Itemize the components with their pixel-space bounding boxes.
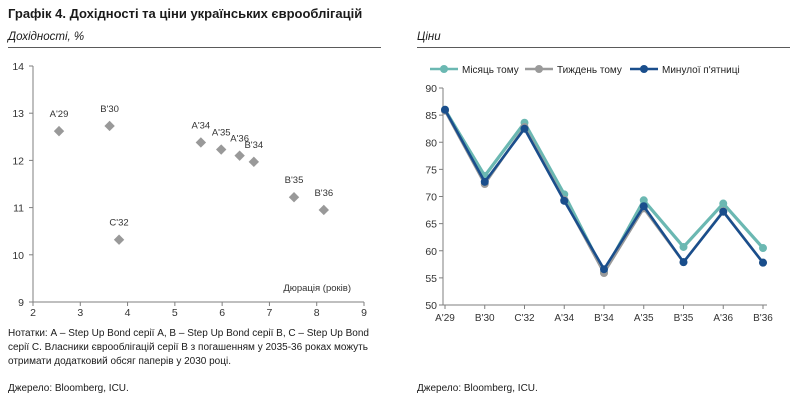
chart-note: Нотатки: А – Step Up Bond серії А, В – S… bbox=[8, 328, 369, 367]
scatter-point bbox=[234, 150, 245, 161]
legend-label: Тиждень тому bbox=[557, 65, 622, 76]
x-tick-label: A'35 bbox=[634, 313, 654, 324]
point-label: A'29 bbox=[50, 109, 69, 120]
scatter-point bbox=[113, 234, 125, 245]
x-tick-label: 2 bbox=[30, 307, 36, 319]
series-point bbox=[441, 105, 449, 114]
scatter-point bbox=[215, 144, 227, 155]
series-point bbox=[480, 177, 489, 186]
scatter-point bbox=[53, 125, 65, 137]
legend-label: Минулої п'ятниці bbox=[662, 65, 740, 76]
series-point bbox=[679, 242, 688, 251]
x-tick-label: B'30 bbox=[475, 313, 495, 324]
legend-marker bbox=[535, 65, 543, 73]
chart-title: Графік 4. Дохідності та ціни українських… bbox=[8, 6, 363, 21]
x-tick-label: A'34 bbox=[554, 313, 574, 324]
point-label: A'36 bbox=[230, 134, 249, 145]
scatter-point bbox=[195, 137, 207, 148]
series-point bbox=[719, 199, 728, 208]
series-point bbox=[520, 124, 529, 133]
scatter-point bbox=[104, 120, 115, 132]
yield-chart-subtitle: Дохідності, % bbox=[8, 31, 85, 43]
series-line bbox=[443, 109, 765, 271]
y-tick-label: 85 bbox=[425, 110, 437, 122]
point-label: C'32 bbox=[109, 218, 128, 229]
y-tick-label: 50 bbox=[425, 300, 437, 312]
x-tick-label: C'32 bbox=[514, 313, 535, 324]
point-label: B'36 bbox=[314, 188, 333, 199]
scatter-point bbox=[248, 156, 260, 168]
point-label: A'35 bbox=[212, 128, 231, 139]
point-label: B'30 bbox=[100, 104, 119, 115]
x-tick-label: 5 bbox=[172, 307, 178, 319]
point-label: A'34 bbox=[192, 120, 211, 131]
x-tick-label: B'34 bbox=[594, 313, 614, 324]
y-tick-label: 11 bbox=[13, 203, 24, 215]
y-tick-label: 13 bbox=[12, 108, 24, 120]
price-chart-subtitle: Ціни bbox=[417, 31, 441, 43]
y-tick-label: 90 bbox=[425, 83, 437, 95]
point-label: B'35 bbox=[285, 175, 304, 186]
legend-marker bbox=[640, 65, 648, 73]
scatter-point bbox=[288, 192, 300, 203]
y-tick-label: 10 bbox=[12, 250, 24, 262]
scatter-point bbox=[318, 204, 330, 216]
legend-marker bbox=[440, 65, 448, 73]
yield-chart-source: Джерело: Bloomberg, ICU. bbox=[8, 383, 129, 394]
series-point bbox=[560, 196, 569, 205]
yield-chart-header-rule bbox=[8, 47, 381, 48]
legend-label: Місяць тому bbox=[462, 65, 519, 76]
x-tick-label: 9 bbox=[361, 307, 367, 319]
y-tick-label: 80 bbox=[425, 137, 437, 149]
series-point bbox=[679, 258, 688, 267]
price-chart-header-rule bbox=[417, 47, 790, 48]
x-tick-label: 7 bbox=[267, 307, 273, 319]
series-point bbox=[600, 265, 608, 274]
x-tick-label: 4 bbox=[125, 307, 131, 319]
y-tick-label: 14 bbox=[12, 61, 24, 73]
series-point bbox=[759, 244, 767, 253]
series-point bbox=[719, 207, 728, 216]
y-tick-label: 75 bbox=[425, 164, 437, 176]
x-axis-label: Дюрація (років) bbox=[283, 283, 351, 294]
series-point bbox=[759, 258, 767, 267]
y-tick-label: 70 bbox=[425, 192, 437, 204]
y-tick-label: 12 bbox=[12, 155, 24, 167]
x-tick-label: 3 bbox=[77, 307, 83, 319]
y-tick-label: 60 bbox=[425, 246, 437, 258]
x-tick-label: B'35 bbox=[674, 313, 694, 324]
series-point bbox=[639, 202, 648, 211]
price-chart-source: Джерело: Bloomberg, ICU. bbox=[417, 383, 538, 394]
x-tick-label: A'29 bbox=[435, 313, 455, 324]
y-tick-label: 65 bbox=[425, 219, 437, 231]
series-line bbox=[443, 108, 765, 275]
y-tick-label: 9 bbox=[18, 297, 24, 309]
series-line bbox=[443, 110, 765, 275]
series-point bbox=[639, 196, 648, 205]
x-tick-label: 6 bbox=[219, 307, 225, 319]
x-tick-label: A'36 bbox=[713, 313, 733, 324]
point-label: B'34 bbox=[244, 140, 263, 151]
x-tick-label: 8 bbox=[314, 307, 320, 319]
y-tick-label: 55 bbox=[425, 273, 437, 285]
x-tick-label: B'36 bbox=[753, 313, 773, 324]
